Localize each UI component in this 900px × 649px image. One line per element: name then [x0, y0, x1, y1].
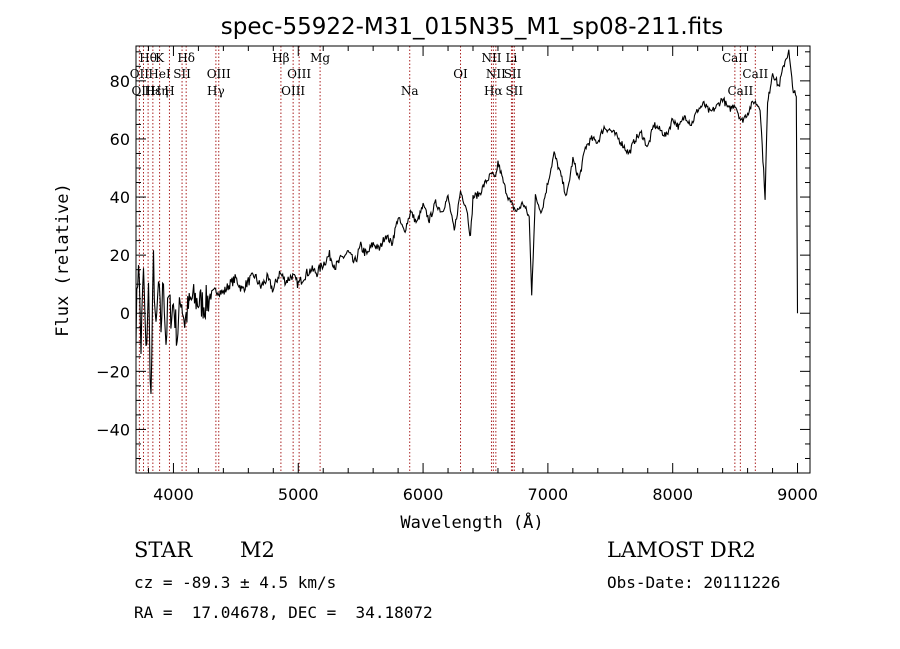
line-label: Hβ — [272, 51, 289, 65]
line-label: NII — [481, 51, 501, 65]
line-label: Li — [506, 51, 518, 65]
line-label: SII — [173, 67, 191, 81]
line-label: SII — [504, 67, 522, 81]
y-tick-label: 20 — [110, 246, 130, 265]
y-tick-label: −40 — [96, 420, 130, 439]
y-tick-label: 60 — [110, 130, 130, 149]
line-label-group: HθOIIOIIIHεKHeIHηHSIIHδOIIIHγHβOIIIOIIIM… — [130, 51, 769, 98]
spectrum-series-line — [135, 49, 799, 395]
line-label: OIII — [207, 67, 231, 81]
line-label: CaII — [742, 67, 768, 81]
line-label: Hα — [484, 84, 503, 98]
line-label: Hδ — [177, 51, 195, 65]
line-label: Hη — [151, 84, 169, 98]
line-label: Hγ — [207, 84, 225, 98]
observation-date: Obs-Date: 20111226 — [607, 573, 781, 592]
survey-label: LAMOST DR2 — [607, 538, 756, 562]
x-tick-label: 7000 — [528, 485, 569, 504]
coordinates: RA = 17.04678, DEC = 34.18072 — [134, 603, 433, 622]
x-tick-label: 9000 — [777, 485, 818, 504]
reference-line-group — [138, 46, 756, 473]
x-tick-label: 8000 — [652, 485, 693, 504]
object-subclass: M2 — [240, 538, 275, 562]
y-tick-label: 0 — [120, 304, 130, 323]
line-label: OIII — [131, 84, 155, 98]
line-label: OI — [453, 67, 468, 81]
line-label: OIII — [281, 84, 305, 98]
line-label: Na — [401, 84, 419, 98]
line-label: Mg — [310, 51, 330, 65]
line-label: CaII — [722, 51, 748, 65]
object-class: STAR — [134, 538, 193, 562]
line-label: K — [155, 51, 165, 65]
line-label: SII — [505, 84, 523, 98]
x-axis: 4000 5000 6000 7000 8000 9000 — [147, 46, 818, 504]
y-tick-label: −20 — [96, 362, 130, 381]
line-label: CaII — [727, 84, 753, 98]
line-label: OIII — [287, 67, 311, 81]
redshift-velocity: cz = -89.3 ± 4.5 km/s — [134, 573, 337, 592]
x-tick-label: 4000 — [153, 485, 194, 504]
line-label: NII — [486, 67, 506, 81]
y-tick-label: 80 — [110, 72, 130, 91]
line-label: H — [164, 84, 174, 98]
y-tick-label: 40 — [110, 188, 130, 207]
x-tick-label: 5000 — [278, 485, 319, 504]
line-label: HeI — [148, 67, 171, 81]
y-axis-label: Flux (relative) — [53, 183, 73, 337]
line-label: OII — [130, 67, 150, 81]
line-label: Hθ — [139, 51, 157, 65]
x-axis-label: Wavelength (Å) — [400, 511, 543, 533]
y-axis: −40 −20 0 20 40 60 80 — [96, 51, 810, 459]
x-tick-label: 6000 — [403, 485, 444, 504]
chart-title: spec-55922-M31_015N35_M1_sp08-211.fits — [221, 14, 723, 40]
line-label: Hε — [145, 84, 162, 98]
